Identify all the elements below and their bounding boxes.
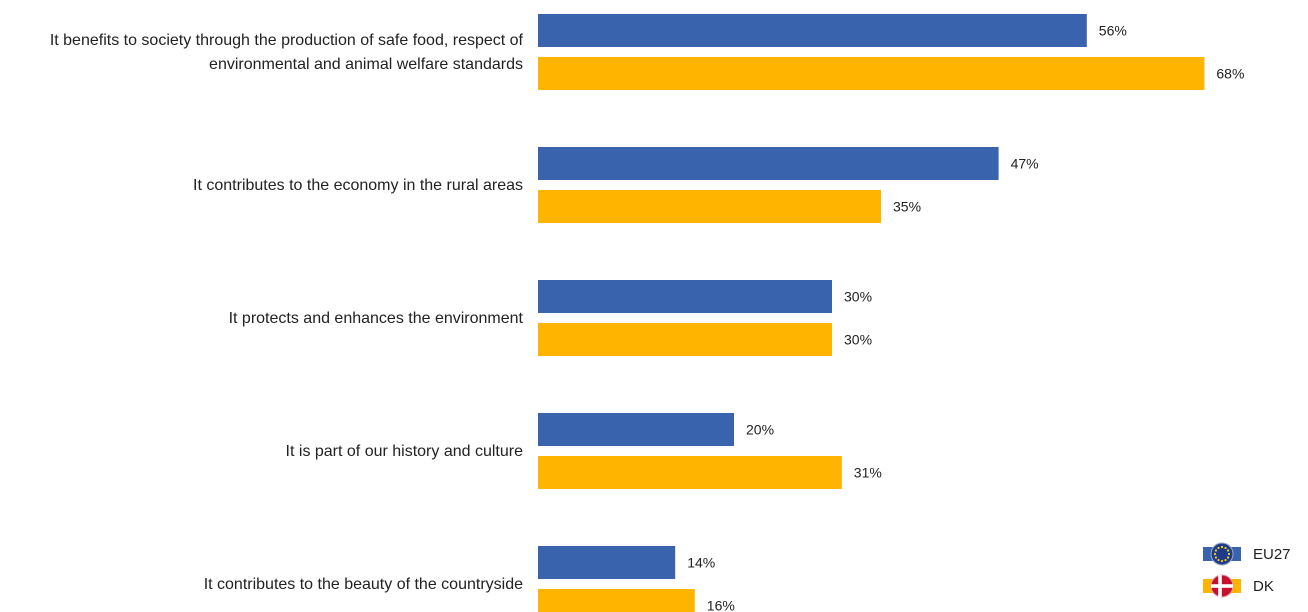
data-label: 47% [1011, 156, 1039, 172]
legend-label: DK [1253, 578, 1274, 595]
category-label: It contributes to the economy in the rur… [193, 177, 523, 194]
data-label: 14% [687, 555, 715, 571]
eu-flag-star [1217, 546, 1220, 550]
bar-eu27 [538, 147, 999, 180]
eu-flag-star [1220, 545, 1224, 549]
category-label: It contributes to the beauty of the coun… [204, 576, 523, 593]
data-label: 30% [844, 332, 872, 348]
data-label: 20% [746, 422, 774, 438]
category-label: It is part of our history and culture [286, 443, 524, 460]
bar-dk [538, 323, 832, 356]
eu-flag-icon [1210, 542, 1234, 566]
legend-label: EU27 [1253, 546, 1291, 563]
dk-flag-cross-h [1211, 584, 1233, 588]
dk-flag-cross-v [1218, 575, 1222, 597]
eu-flag-star [1220, 559, 1224, 563]
denmark-flag-icon [1210, 574, 1234, 598]
eu-flag-star [1224, 558, 1227, 562]
eu-flag-star [1214, 556, 1218, 559]
legend-item: DK [1203, 574, 1274, 598]
eu-flag-star [1226, 549, 1230, 552]
bar-eu27 [538, 546, 676, 579]
eu-flag-star [1227, 552, 1231, 556]
bar-dk [538, 190, 881, 223]
data-label: 30% [844, 289, 872, 305]
data-label: 35% [893, 199, 921, 215]
data-label: 31% [854, 465, 882, 481]
bar-eu27 [538, 280, 832, 313]
eu-flag-star [1214, 549, 1218, 552]
bar-dk [538, 589, 695, 612]
legend-item: EU27 [1203, 542, 1291, 566]
bar-eu27 [538, 413, 734, 446]
data-label: 16% [707, 598, 735, 612]
category-label: It benefits to society through the produ… [50, 32, 524, 49]
data-label: 56% [1099, 23, 1127, 39]
eu-flag-star [1226, 556, 1230, 559]
bar-dk [538, 456, 842, 489]
category-label: environmental and animal welfare standar… [209, 56, 523, 73]
eu-flag-star [1213, 552, 1217, 556]
category-label: It protects and enhances the environment [229, 310, 524, 327]
eu-flag-star [1224, 546, 1227, 550]
eu-flag-disc [1210, 542, 1234, 566]
eu-flag-star [1217, 558, 1220, 562]
bar-dk [538, 57, 1205, 90]
data-label: 68% [1216, 66, 1244, 82]
bar-eu27 [538, 14, 1087, 47]
